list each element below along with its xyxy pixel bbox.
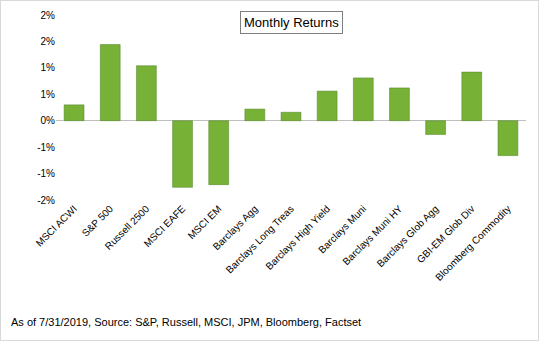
svg-text:Barclays Muni: Barclays Muni [316,203,368,255]
svg-text:Monthly Returns: Monthly Returns [244,15,339,30]
svg-text:S&P 500: S&P 500 [80,203,116,239]
svg-text:Barclays Glob Agg: Barclays Glob Agg [375,203,441,269]
svg-text:-1%: -1% [37,142,55,153]
svg-text:1%: 1% [41,89,56,100]
svg-text:Barclays High Yield: Barclays High Yield [263,203,332,272]
svg-text:Russell 2500: Russell 2500 [103,203,152,252]
svg-text:2%: 2% [41,36,56,47]
svg-text:GBI-EM Glob Div: GBI-EM Glob Div [415,203,477,265]
svg-text:2%: 2% [41,10,56,21]
svg-text:-1%: -1% [37,168,55,179]
svg-text:Barclays Agg: Barclays Agg [211,203,260,252]
svg-text:As of 7/31/2019, Source: S&P,: As of 7/31/2019, Source: S&P, Russell, M… [11,316,361,328]
svg-text:Barclays Long Treas: Barclays Long Treas [224,203,296,275]
svg-text:MSCI ACWI: MSCI ACWI [34,203,79,248]
svg-text:0%: 0% [41,115,56,126]
svg-text:Barclays Muni HY: Barclays Muni HY [340,203,404,267]
svg-text:1%: 1% [41,62,56,73]
svg-text:MSCI EAFE: MSCI EAFE [142,203,188,249]
svg-text:-2%: -2% [37,195,55,206]
svg-text:MSCI EM: MSCI EM [186,203,224,241]
svg-text:Bloomberg Commodity: Bloomberg Commodity [433,203,513,283]
